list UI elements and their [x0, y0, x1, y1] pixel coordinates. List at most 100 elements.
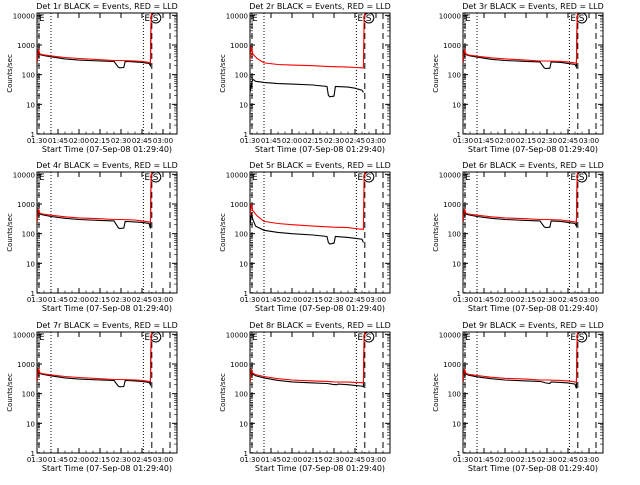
x-tick-label: 02:45	[558, 456, 578, 464]
x-tick-label: 02:30	[537, 456, 557, 464]
start-marker-e: E	[252, 333, 258, 343]
y-tick-label: 10000	[226, 171, 248, 179]
x-tick-label: 02:15	[516, 137, 536, 145]
series-lld-line	[37, 332, 153, 383]
x-tick-label: 02:00	[495, 296, 515, 304]
x-tick-label: 03:00	[579, 456, 599, 464]
series-lld-line	[463, 13, 579, 65]
x-tick-label: 02:30	[324, 137, 344, 145]
x-tick-label: 02:00	[495, 456, 515, 464]
event-marker-e: E	[570, 173, 576, 183]
x-tick-label: 01:30	[27, 296, 47, 304]
x-axis-label: Start Time (07-Sep-08 01:29:40)	[255, 304, 385, 313]
series-events-line	[250, 212, 364, 245]
start-marker-e: E	[465, 14, 471, 24]
x-tick-label: 02:00	[69, 137, 89, 145]
series-lld-line	[37, 13, 153, 64]
panel-title: Det 5r BLACK = Events, RED = LLD	[249, 161, 391, 170]
y-tick-label: 1000	[230, 201, 248, 209]
plot-frame	[249, 331, 391, 454]
event-marker-s: S	[153, 14, 159, 24]
x-tick-label: 01:45	[48, 296, 68, 304]
x-tick-label: 01:45	[261, 456, 281, 464]
x-tick-label: 02:15	[90, 137, 110, 145]
x-tick-label: 01:45	[261, 296, 281, 304]
y-tick-label: 100	[448, 72, 461, 80]
y-axis-label: Counts/sec	[219, 54, 227, 93]
plot-frame	[36, 171, 178, 294]
x-tick-label: 02:15	[516, 296, 536, 304]
plot-frame	[36, 331, 178, 454]
y-tick-label: 10	[239, 420, 248, 428]
y-tick-label: 10000	[13, 331, 35, 339]
x-axis-label: Start Time (07-Sep-08 01:29:40)	[255, 145, 385, 154]
x-tick-label: 01:30	[240, 456, 260, 464]
y-tick-label: 1000	[230, 361, 248, 369]
x-tick-label: 02:30	[537, 137, 557, 145]
y-axis-label: Counts/sec	[6, 213, 14, 252]
y-axis-label: Counts/sec	[219, 213, 227, 252]
series-lld-line	[250, 172, 366, 230]
y-tick-label: 100	[22, 391, 35, 399]
plot-frame	[249, 171, 391, 294]
y-tick-label: 1000	[443, 201, 461, 209]
x-tick-label: 03:00	[366, 456, 386, 464]
x-tick-label: 03:00	[366, 296, 386, 304]
x-tick-label: 02:00	[282, 137, 302, 145]
y-tick-label: 10	[452, 420, 461, 428]
x-tick-label: 02:45	[345, 456, 365, 464]
y-tick-label: 1	[244, 131, 248, 139]
x-axis-label: Start Time (07-Sep-08 01:29:40)	[468, 304, 598, 313]
plot-frame	[462, 171, 604, 294]
panel-title: Det 7r BLACK = Events, RED = LLD	[36, 321, 178, 330]
series-lld-line	[463, 332, 579, 384]
y-tick-label: 10	[239, 101, 248, 109]
y-axis-label: Counts/sec	[432, 213, 440, 252]
x-tick-label: 01:30	[240, 296, 260, 304]
series-events-line	[37, 332, 153, 388]
x-tick-label: 02:30	[324, 456, 344, 464]
start-marker-e: E	[465, 333, 471, 343]
y-tick-label: 10	[26, 260, 35, 268]
y-tick-label: 1000	[443, 361, 461, 369]
panel-8: Det 8r BLACK = Events, RED = LLD 1 10 100 10…	[219, 321, 391, 473]
series-events-line	[463, 332, 579, 389]
series-events-line	[250, 78, 364, 98]
event-marker-s: S	[366, 333, 372, 343]
start-marker-e: E	[252, 173, 258, 183]
x-tick-label: 01:45	[474, 456, 494, 464]
event-marker-e: E	[357, 173, 363, 183]
event-marker-s: S	[366, 173, 372, 183]
x-tick-label: 02:30	[111, 456, 131, 464]
y-tick-label: 1	[457, 290, 461, 298]
x-tick-label: 01:30	[453, 456, 473, 464]
y-tick-label: 100	[448, 231, 461, 239]
plot-frame	[462, 331, 604, 454]
x-tick-label: 02:00	[69, 296, 89, 304]
x-tick-label: 02:00	[282, 296, 302, 304]
y-tick-label: 10000	[439, 12, 461, 20]
event-marker-s: S	[579, 14, 585, 24]
x-tick-label: 03:00	[366, 137, 386, 145]
y-tick-label: 10	[452, 101, 461, 109]
plot-frame	[462, 12, 604, 135]
event-marker-s: S	[579, 333, 585, 343]
panel-title: Det 3r BLACK = Events, RED = LLD	[462, 2, 604, 11]
y-tick-label: 1	[457, 450, 461, 458]
event-marker-e: E	[144, 333, 150, 343]
x-tick-label: 03:00	[153, 137, 173, 145]
x-tick-label: 02:45	[558, 137, 578, 145]
x-tick-label: 02:45	[132, 456, 152, 464]
y-axis-label: Counts/sec	[6, 54, 14, 93]
x-tick-label: 02:15	[516, 456, 536, 464]
event-marker-e: E	[570, 14, 576, 24]
x-axis-label: Start Time (07-Sep-08 01:29:40)	[42, 145, 172, 154]
y-axis-label: Counts/sec	[432, 54, 440, 93]
panel-title: Det 8r BLACK = Events, RED = LLD	[249, 321, 391, 330]
panel-title: Det 6r BLACK = Events, RED = LLD	[462, 161, 604, 170]
panel-4: Det 4r BLACK = Events, RED = LLD 1 10 100 10…	[6, 161, 178, 313]
x-tick-label: 03:00	[579, 137, 599, 145]
start-marker-e: E	[465, 173, 471, 183]
event-marker-e: E	[570, 333, 576, 343]
